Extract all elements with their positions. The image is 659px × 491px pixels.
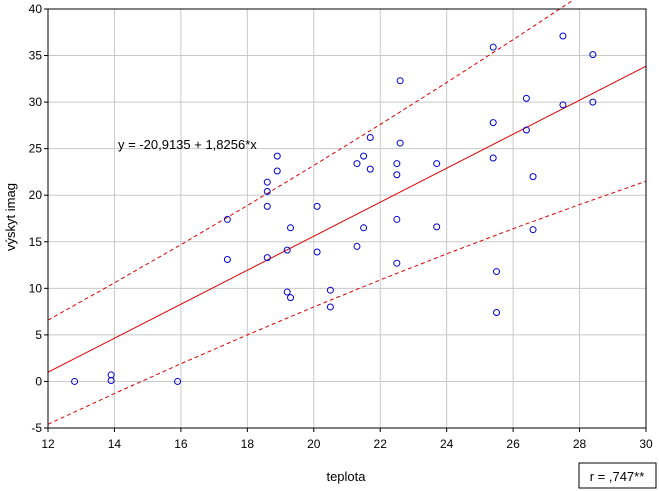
y-axis-title: výskyt imag bbox=[3, 183, 18, 251]
data-point bbox=[273, 167, 281, 175]
y-axis-ticks: -5 0 5 10 15 20 25 30 35 40 bbox=[29, 2, 48, 435]
data-point bbox=[489, 119, 497, 127]
data-point bbox=[283, 246, 291, 254]
y-tick-label: 20 bbox=[29, 188, 43, 202]
data-point bbox=[287, 224, 295, 232]
data-point bbox=[283, 288, 291, 296]
data-point bbox=[273, 152, 281, 160]
regression-line bbox=[47, 65, 647, 373]
data-point bbox=[71, 377, 79, 385]
data-point bbox=[393, 160, 401, 168]
data-point bbox=[107, 371, 115, 379]
data-point bbox=[174, 377, 182, 385]
confidence-band-upper bbox=[47, 0, 575, 321]
x-axis-ticks: 12 14 16 18 20 22 24 26 28 30 bbox=[41, 428, 653, 451]
data-point bbox=[589, 98, 597, 106]
x-tick-label: 20 bbox=[307, 437, 321, 451]
data-point bbox=[522, 94, 530, 102]
x-tick-label: 28 bbox=[573, 437, 587, 451]
data-point bbox=[493, 268, 500, 276]
data-point bbox=[360, 224, 368, 232]
y-tick-label: 10 bbox=[29, 281, 43, 295]
data-point bbox=[223, 255, 231, 263]
data-point bbox=[393, 259, 401, 267]
data-point bbox=[353, 160, 361, 168]
y-tick-label: 40 bbox=[29, 2, 43, 16]
x-tick-label: 30 bbox=[639, 437, 653, 451]
confidence-band bbox=[47, 0, 647, 425]
correlation-box bbox=[578, 462, 657, 489]
data-point bbox=[313, 202, 321, 210]
data-point bbox=[559, 101, 567, 109]
data-point bbox=[263, 187, 271, 195]
regression-equation: y = -20,9135 + 1,8256*x bbox=[118, 137, 257, 152]
data-point bbox=[326, 286, 334, 294]
data-point bbox=[223, 215, 231, 223]
data-point bbox=[396, 77, 404, 85]
data-point bbox=[559, 32, 567, 40]
y-tick-label: 5 bbox=[35, 328, 42, 342]
y-tick-label: -5 bbox=[31, 421, 42, 435]
data-point bbox=[529, 173, 537, 181]
data-point bbox=[366, 133, 374, 141]
regression-line-group bbox=[47, 65, 647, 373]
data-point bbox=[489, 43, 497, 51]
y-tick-label: 25 bbox=[29, 142, 43, 156]
data-point bbox=[353, 242, 361, 250]
y-tick-label: 15 bbox=[29, 235, 43, 249]
data-point bbox=[263, 202, 271, 210]
data-point bbox=[522, 126, 530, 134]
data-points bbox=[71, 32, 597, 385]
data-point bbox=[393, 215, 401, 223]
data-point bbox=[433, 223, 441, 231]
x-tick-label: 22 bbox=[374, 437, 388, 451]
data-point bbox=[360, 152, 368, 160]
data-point bbox=[263, 254, 271, 262]
plot-frame bbox=[47, 8, 647, 429]
y-tick-label: 0 bbox=[35, 374, 42, 388]
y-tick-label: 30 bbox=[29, 95, 43, 109]
x-tick-label: 18 bbox=[241, 437, 255, 451]
data-point bbox=[366, 165, 374, 173]
x-tick-label: 24 bbox=[440, 437, 454, 451]
data-point bbox=[493, 309, 500, 317]
confidence-band-lower bbox=[47, 180, 647, 425]
data-point bbox=[287, 294, 295, 302]
data-point bbox=[263, 178, 271, 186]
grid bbox=[47, 8, 647, 429]
data-point bbox=[396, 139, 404, 147]
x-tick-label: 16 bbox=[174, 437, 188, 451]
y-tick-label: 35 bbox=[29, 49, 43, 63]
data-point bbox=[529, 226, 537, 234]
x-tick-label: 26 bbox=[506, 437, 520, 451]
x-axis-title: teplota bbox=[326, 469, 366, 484]
correlation-label: r = ,747** bbox=[590, 469, 645, 484]
data-point bbox=[433, 160, 441, 168]
x-tick-label: 14 bbox=[108, 437, 122, 451]
data-point bbox=[313, 248, 321, 256]
data-point bbox=[393, 171, 401, 179]
data-point bbox=[489, 154, 497, 162]
data-point bbox=[589, 51, 597, 59]
data-point bbox=[326, 303, 334, 311]
x-tick-label: 12 bbox=[41, 437, 55, 451]
